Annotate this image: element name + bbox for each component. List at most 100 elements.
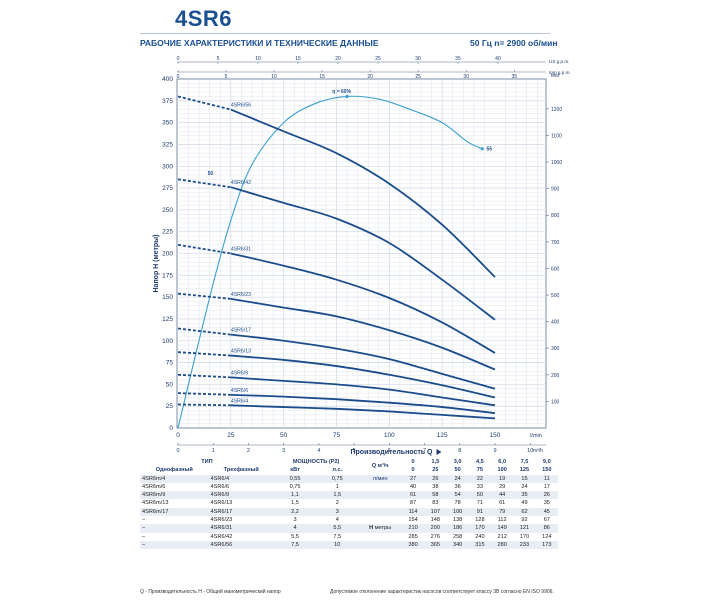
head-value: 19: [491, 474, 514, 483]
imp-gpm-tick-label: 30: [463, 74, 469, 80]
head-value: 62: [513, 507, 536, 517]
h-label-cell: [358, 483, 402, 491]
power-hp: 1,5: [316, 491, 359, 500]
us-gpm-tick-label: 30: [415, 56, 421, 62]
imp-gpm-tick-label: 0: [177, 74, 180, 80]
pump-curve-dashed: [177, 392, 231, 396]
frequency-label: 50 Гц n= 2900 об/мин: [470, 38, 558, 48]
y-tick-label: 75: [166, 360, 174, 367]
efficiency-end-marker: [480, 147, 484, 151]
pump-curve-label: 4SR6/31: [231, 247, 251, 253]
three-phase-header: Трехфазный: [223, 467, 259, 474]
efficiency-label-55: 55: [487, 147, 493, 153]
power-hp: 5,5: [316, 524, 359, 533]
pump-curve: [230, 252, 496, 354]
x-tick-label: 125: [437, 432, 448, 439]
head-value: 78: [454, 500, 461, 507]
single-phase-model: 4SR6m/17: [140, 507, 209, 517]
h-label: H: [369, 525, 374, 532]
y-tick-label: 250: [162, 207, 173, 214]
feet-tick-label: 100: [551, 399, 560, 405]
imp-gpm-unit-label: Imp g.p.m.: [549, 70, 571, 75]
head-value: 87: [409, 500, 417, 507]
pump-curve-dashed: [177, 292, 231, 300]
head-value: 15: [513, 474, 536, 483]
pump-curve: [230, 376, 496, 407]
head-value: 258: [452, 533, 463, 540]
head-value: 138: [452, 517, 463, 524]
head-value: 49: [521, 500, 528, 507]
m3h-tick-label: 10: [527, 448, 533, 454]
h-label-cell: [358, 491, 402, 500]
feet-tick-label: 1200: [551, 107, 562, 113]
y-tick-label: 0: [169, 425, 173, 432]
title-divider: [140, 33, 550, 34]
power-kw: 3: [293, 517, 297, 524]
pump-curve-label: 4SR6/9: [231, 370, 248, 376]
y-tick-label: 300: [162, 163, 173, 170]
head-value: 276: [430, 533, 441, 540]
head-value: 173: [535, 540, 558, 550]
feet-tick-label: 700: [551, 240, 560, 246]
head-value: 61: [401, 491, 425, 500]
single-phase-model: –: [142, 533, 146, 540]
us-gpm-tick-label: 15: [295, 56, 301, 62]
feet-tick-label: 900: [551, 187, 560, 193]
head-value: 170: [519, 533, 530, 540]
pump-curve-dashed: [177, 351, 231, 357]
q-lmin-0: 0: [411, 467, 415, 474]
q-m3h-3: 4,5: [476, 459, 484, 465]
q-m3h-2: 3,0: [453, 459, 462, 465]
single-phase-header: Однофазный: [155, 467, 193, 474]
head-value: 67: [543, 517, 550, 524]
y-tick-label: 50: [166, 381, 174, 388]
pump-curve-label: 4SR6/23: [231, 292, 251, 298]
y-tick-label: 125: [162, 316, 173, 323]
type-header: ТИП: [201, 459, 213, 465]
imp-gpm-tick-label: 25: [415, 74, 421, 80]
head-value: 107: [424, 507, 447, 517]
q-m3h-6: 9,0: [542, 459, 551, 465]
q-m3h-1: 1,5: [431, 459, 440, 465]
efficiency-curve: [177, 95, 483, 429]
x-axis-title: Производительность Q: [350, 449, 433, 456]
power-header: МОЩНОСТЬ (P2): [292, 459, 340, 465]
pump-curve-dashed: [177, 243, 231, 255]
chart-subtitle: РАБОЧИЕ ХАРАКТЕРИСТИКИ И ТЕХНИЧЕСКИЕ ДАН…: [140, 38, 379, 48]
y-tick-label: 325: [162, 141, 173, 148]
h-label-cell: [358, 533, 402, 541]
pump-curve-label: 4SR6/56: [231, 103, 251, 109]
head-value: 285: [408, 533, 418, 540]
footer-legend: Q - Производительность H - Общий маномет…: [140, 589, 281, 595]
head-value: 340: [446, 540, 469, 550]
feet-tick-label: 600: [551, 266, 560, 272]
single-phase-model: 4SR6m/13: [142, 500, 169, 507]
table-row: 4SR6m/9 4SR6/9 1,1 1,5 61 58 54 50 44 35 26: [140, 491, 558, 500]
q-m3h-0: 0: [411, 459, 415, 465]
pump-curve-dashed: [177, 403, 231, 407]
head-value: 40: [409, 483, 417, 490]
pump-curve: [230, 297, 496, 371]
power-kw: 4: [273, 524, 317, 533]
y-tick-label: 200: [162, 251, 173, 258]
x-tick-label: 150: [490, 432, 501, 439]
head-value: 29: [499, 483, 506, 490]
single-phase-model: –: [140, 540, 209, 550]
feet-unit-label: feet: [551, 73, 560, 79]
power-kw: 7,5: [273, 540, 317, 550]
y-tick-label: 275: [162, 185, 173, 192]
feet-tick-label: 800: [551, 213, 560, 219]
head-value: 100: [446, 507, 469, 517]
head-value: 128: [475, 517, 485, 524]
us-gpm-tick-label: 40: [495, 56, 501, 62]
h-label-cell: [358, 516, 402, 524]
single-phase-model: 4SR6m/6: [142, 483, 166, 490]
footer-tolerance: Допустимое отклонение характеристик насо…: [330, 589, 554, 595]
imp-gpm-tick-label: 35: [511, 74, 517, 80]
power-hp: 7,5: [333, 533, 342, 540]
us-gpm-unit-label: US g.p.m.: [549, 59, 569, 64]
h-label-cell: H метры: [358, 524, 402, 533]
hp-header: л.с.: [332, 467, 343, 474]
head-value: 11: [535, 474, 558, 483]
imp-gpm-tick-label: 20: [367, 74, 373, 80]
